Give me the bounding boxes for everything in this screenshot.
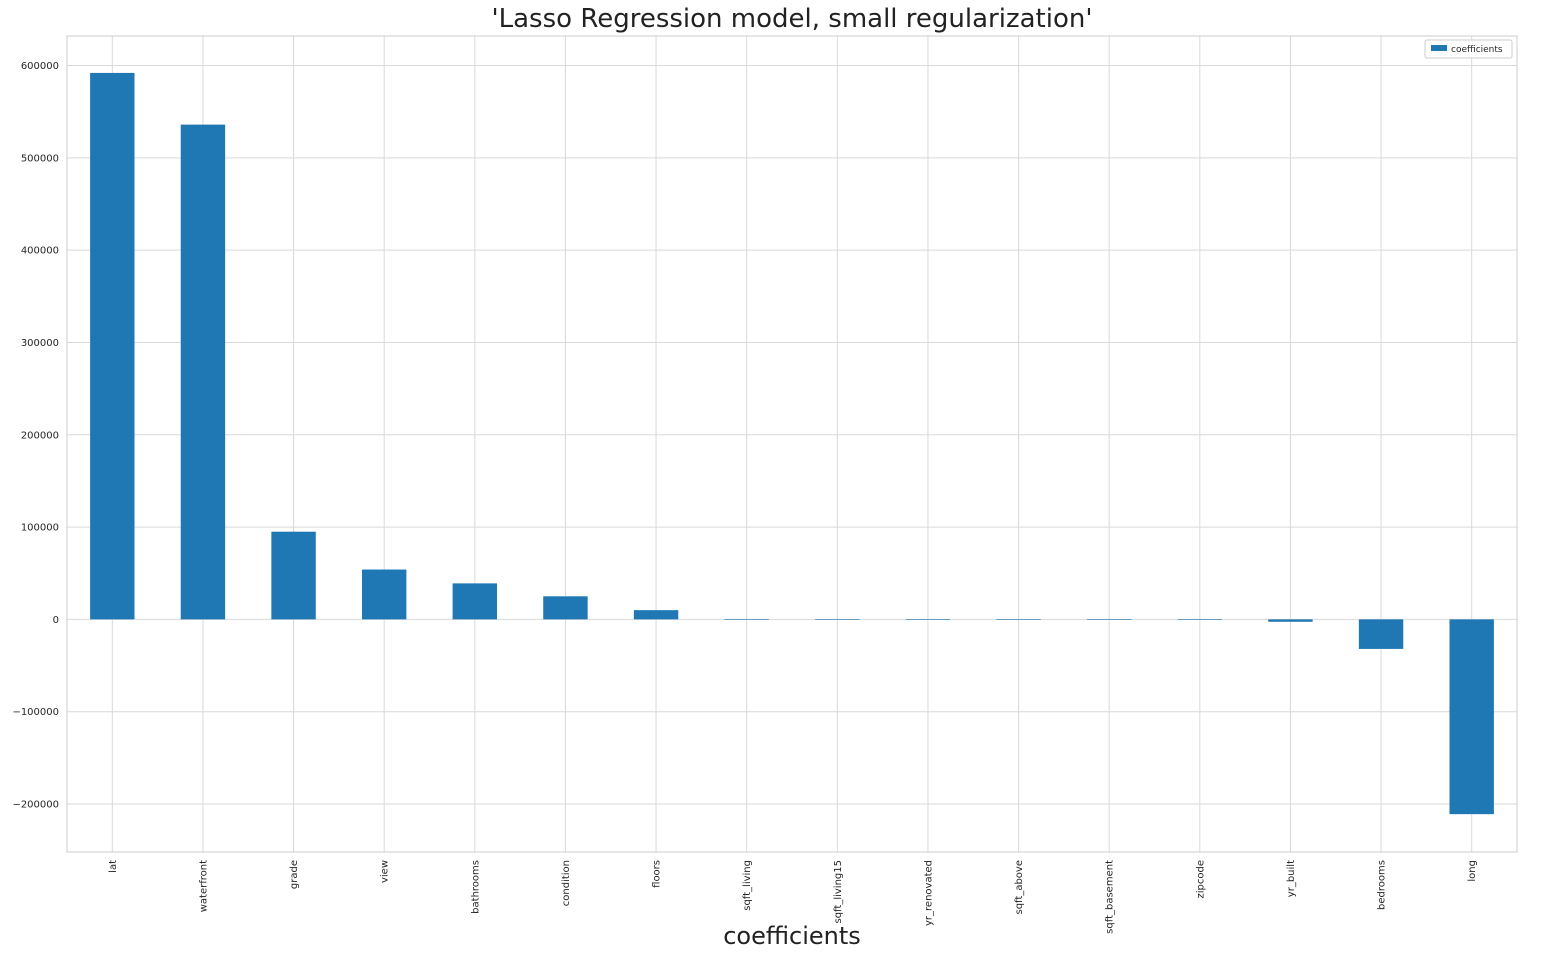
legend-swatch xyxy=(1431,45,1447,51)
y-axis-ticks: 600000 500000 400000 300000 200000 100000 0 −10… xyxy=(12,61,59,810)
bar-zipcode xyxy=(1177,619,1223,620)
bar-waterfront xyxy=(180,124,226,620)
bar-view xyxy=(361,569,407,620)
bar-bedrooms xyxy=(1358,619,1404,649)
y-tick-label: 100000 xyxy=(21,523,59,534)
x-tick-label: floors xyxy=(652,860,663,888)
x-tick-label: grade xyxy=(289,860,300,889)
y-tick-label: −100000 xyxy=(12,707,59,718)
bar-lat xyxy=(90,72,135,620)
bar-long xyxy=(1449,619,1494,815)
y-tick-label: 0 xyxy=(53,615,59,626)
bar-sqft_basement xyxy=(1086,619,1132,620)
bar-bathrooms xyxy=(452,583,498,620)
y-tick-label: −200000 xyxy=(12,800,59,811)
bar-sqft_living xyxy=(724,619,769,620)
legend-label: coefficients xyxy=(1451,45,1503,55)
bar-yr_built xyxy=(1268,619,1313,622)
x-tick-label: bedrooms xyxy=(1377,860,1388,910)
bars xyxy=(90,72,1494,815)
x-tick-label: sqft_basement xyxy=(1105,860,1116,934)
bar-condition xyxy=(543,596,588,620)
x-tick-label: long xyxy=(1467,860,1478,882)
x-tick-label: yr_renovated xyxy=(923,860,934,926)
legend: coefficients xyxy=(1424,39,1513,59)
x-tick-label: lat xyxy=(108,860,119,873)
x-axis-ticks: lat waterfront grade view bathrooms condition… xyxy=(108,860,1478,934)
x-axis-label: coefficients xyxy=(723,922,861,950)
x-tick-label: bathrooms xyxy=(470,860,481,914)
x-tick-label: sqft_above xyxy=(1014,860,1025,915)
bar-floors xyxy=(633,610,679,620)
x-tick-label: yr_built xyxy=(1286,860,1297,897)
y-tick-label: 500000 xyxy=(21,153,59,164)
chart-title: 'Lasso Regression model, small regulariz… xyxy=(491,4,1093,34)
plot-frame xyxy=(66,35,1518,853)
bar-grade xyxy=(271,531,316,620)
legend-box xyxy=(1424,39,1513,59)
bar-yr_renovated xyxy=(905,619,951,620)
bar-sqft_above xyxy=(996,619,1041,620)
grid-lines xyxy=(67,36,1517,852)
y-tick-label: 600000 xyxy=(21,61,59,72)
y-tick-label: 200000 xyxy=(21,430,59,441)
y-tick-label: 400000 xyxy=(21,246,59,257)
y-tick-label: 300000 xyxy=(21,338,59,349)
x-tick-label: zipcode xyxy=(1195,860,1206,899)
x-tick-label: view xyxy=(380,860,391,883)
x-tick-label: condition xyxy=(561,860,572,906)
bar-sqft_living15 xyxy=(815,619,860,620)
x-tick-label: sqft_living xyxy=(742,860,753,911)
x-tick-label: waterfront xyxy=(198,860,209,912)
x-tick-label: sqft_living15 xyxy=(833,860,844,924)
